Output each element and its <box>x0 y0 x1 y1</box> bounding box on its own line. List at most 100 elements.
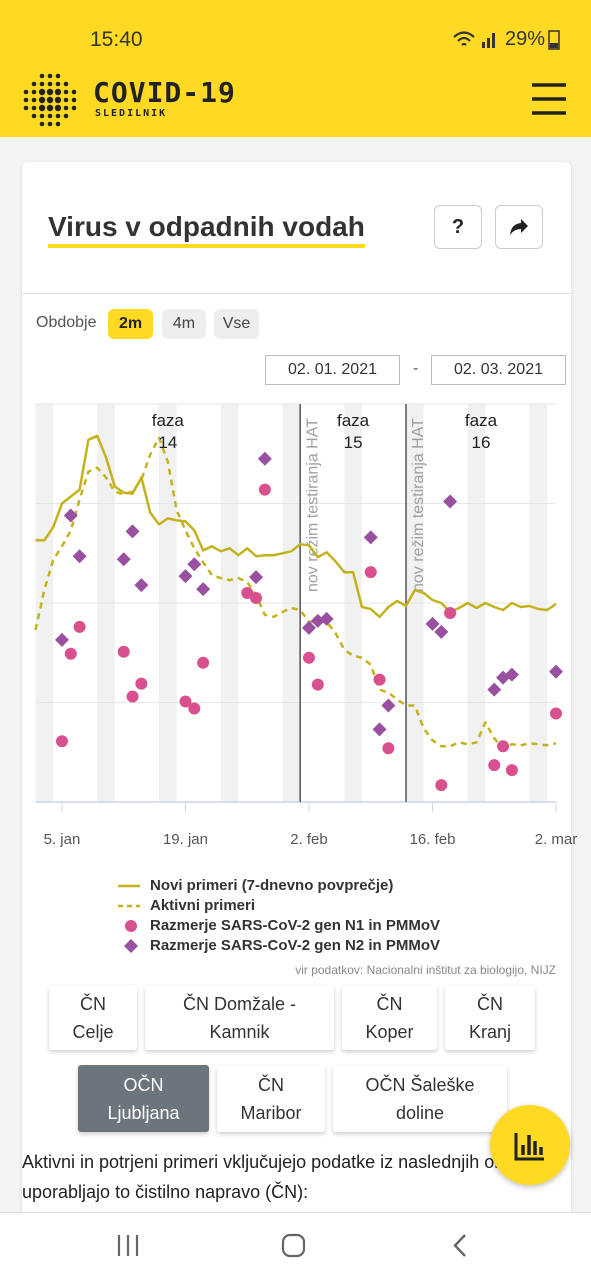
circle-point <box>444 606 457 619</box>
line-series <box>34 436 557 750</box>
logo-dot <box>55 73 61 79</box>
fab-axis <box>514 1133 544 1161</box>
logo-dot <box>63 113 69 119</box>
logo-dot <box>31 113 37 119</box>
logo-dot <box>63 105 69 111</box>
signal-bar <box>487 38 490 48</box>
legend-label: Razmerje SARS-CoV-2 gen N1 in PMMoV <box>150 917 440 934</box>
line-series <box>35 434 557 619</box>
logo-dot <box>54 96 62 104</box>
logo-dot <box>47 73 53 79</box>
logo-dot <box>71 89 77 95</box>
logo-dot <box>47 121 53 127</box>
logo-dot <box>39 81 45 87</box>
legend-marker <box>124 939 138 953</box>
plant-button[interactable]: ČN Koper <box>342 985 437 1050</box>
chart: 5. jan 19. jan 2. feb 16. feb 2. mar nov reži… <box>34 403 578 977</box>
circle-point <box>117 645 130 658</box>
x-tick-label: 5. jan <box>44 831 81 848</box>
logo-dot <box>38 96 46 104</box>
legend-label: Aktivni primeri <box>150 897 255 914</box>
share-button[interactable] <box>495 205 543 249</box>
logo-dot <box>31 105 37 111</box>
header: 15:40 29% COVID-19 SLEDILNIK <box>0 0 591 137</box>
fab-bars <box>521 1135 543 1155</box>
logo-dot <box>46 104 54 112</box>
back-button[interactable] <box>453 1234 466 1257</box>
circle-point <box>311 678 324 691</box>
logo-dot <box>54 104 62 112</box>
signal-bar <box>492 33 495 48</box>
period-option[interactable]: 4m <box>162 309 206 339</box>
logo-dot <box>39 73 45 79</box>
logo-dot <box>63 97 69 103</box>
diamond-point <box>487 682 502 697</box>
circle-point <box>197 656 210 669</box>
status-time: 15:40 <box>90 28 143 51</box>
share-icon <box>510 219 528 235</box>
logo-dot <box>63 81 69 87</box>
circle-point <box>488 759 501 772</box>
diamond-point <box>134 578 149 593</box>
diamond-point <box>178 569 193 584</box>
battery-level <box>550 43 558 48</box>
diamond-point <box>125 524 140 539</box>
status-battery: 29% <box>505 28 546 50</box>
logo-dot <box>54 88 62 96</box>
phase-label: faza 16 <box>464 411 498 452</box>
period-option[interactable]: Vse <box>214 309 259 339</box>
plant-button[interactable]: OČN Ljubljana <box>78 1065 209 1132</box>
phase-label: faza 14 <box>151 411 184 452</box>
circle-point <box>179 695 192 708</box>
battery-outline <box>548 30 560 50</box>
circle-point <box>258 483 271 496</box>
plant-button[interactable]: OČN Šaleške doline <box>333 1065 507 1132</box>
menu-button[interactable] <box>530 82 568 116</box>
diamond-point <box>363 530 378 545</box>
date-to[interactable]: 02. 03. 2021 <box>431 355 566 385</box>
menu-icon <box>532 83 566 115</box>
legend-label: Razmerje SARS-CoV-2 gen N2 in PMMoV <box>150 937 440 954</box>
logo <box>23 73 77 127</box>
circle-point <box>435 779 448 792</box>
plant-button[interactable]: ČN Domžale - Kamnik <box>145 985 334 1050</box>
logo-dot <box>23 105 29 111</box>
plant-button[interactable]: ČN Celje <box>49 985 137 1050</box>
plant-button[interactable]: ČN Kranj <box>445 985 535 1050</box>
circle-point <box>505 764 518 777</box>
logo-dot <box>38 104 46 112</box>
diamond-point <box>72 549 87 564</box>
diamond-point <box>301 620 316 635</box>
wifi-icon <box>453 31 475 46</box>
period-option[interactable]: 2m <box>108 309 153 339</box>
logo-dot <box>23 97 29 103</box>
status-icons <box>453 31 495 48</box>
x-tick-label: 2. mar <box>535 831 578 848</box>
home-button[interactable] <box>281 1233 306 1258</box>
help-button[interactable]: ? <box>434 205 482 249</box>
diamond-point <box>196 582 211 597</box>
logo-dot <box>46 96 54 104</box>
logo-dot <box>47 113 53 119</box>
circle-point <box>373 673 386 686</box>
circle-point <box>250 592 263 605</box>
circle-point <box>55 735 68 748</box>
circle-point <box>550 707 562 720</box>
x-tick-label: 16. feb <box>410 831 456 848</box>
x-tick-label: 2. feb <box>290 831 328 848</box>
logo-dot <box>63 89 69 95</box>
chart-nav-button[interactable] <box>490 1105 570 1185</box>
plant-button[interactable]: ČN Maribor <box>217 1065 325 1132</box>
diamond-point <box>549 664 563 679</box>
phase-line-label: nov režim testiranja HAT <box>410 418 427 592</box>
diamond-point <box>187 557 202 572</box>
diamond-point <box>434 624 449 639</box>
date-from[interactable]: 02. 01. 2021 <box>265 355 400 385</box>
app-subtitle: SLEDILNIK <box>95 108 168 119</box>
logo-dot <box>71 105 77 111</box>
logo-dot <box>31 97 37 103</box>
circle-point <box>126 690 139 703</box>
recents-button[interactable] <box>117 1235 139 1256</box>
divider <box>22 293 571 294</box>
phase-line-label: nov režim testiranja HAT <box>304 418 321 592</box>
